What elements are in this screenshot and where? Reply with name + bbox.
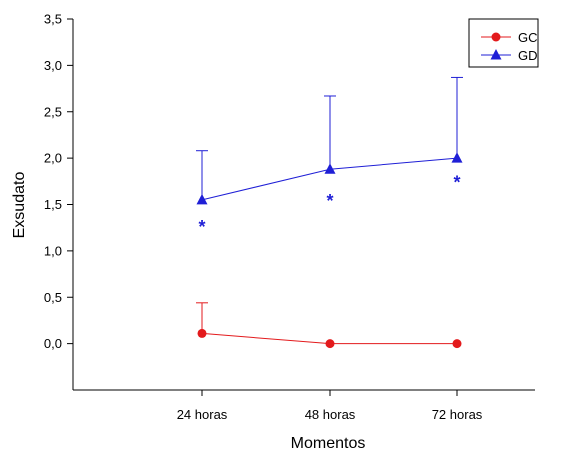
significance-star: * [453, 173, 460, 193]
x-ticks: 24 horas 48 horas 72 horas [177, 390, 483, 422]
y-tick-label: 1,5 [44, 197, 62, 212]
x-tick-label: 24 horas [177, 407, 228, 422]
x-tick-label: 48 horas [305, 407, 356, 422]
data-point-triangle [451, 152, 463, 163]
y-tick-label: 1,0 [44, 243, 62, 258]
legend-label: GD [518, 48, 538, 63]
series-layer [196, 76, 463, 349]
annotations: * * * [198, 173, 460, 238]
legend-label: GC [518, 30, 538, 45]
legend: GC GD [468, 18, 539, 68]
y-tick-label: 3,5 [44, 12, 62, 27]
significance-star: * [326, 191, 333, 211]
y-tick-label: 3,0 [44, 58, 62, 73]
series-gd [196, 76, 463, 205]
y-ticks: 0,0 0,5 1,0 1,5 2,0 2,5 3,0 3,5 [44, 12, 73, 351]
data-point-circle [452, 339, 462, 349]
series-gc [196, 302, 462, 349]
legend-entry-gc: GC [481, 30, 538, 45]
y-tick-label: 2,0 [44, 151, 62, 166]
legend-marker-triangle [490, 49, 502, 60]
data-point-triangle [324, 163, 336, 174]
y-tick-label: 0,0 [44, 336, 62, 351]
legend-box [468, 18, 539, 68]
significance-star: * [198, 217, 205, 237]
x-axis-title: Momentos [291, 435, 366, 452]
axes [72, 19, 535, 391]
y-tick-label: 2,5 [44, 104, 62, 119]
data-point-circle [197, 328, 207, 338]
y-tick-label: 0,5 [44, 290, 62, 305]
legend-marker-circle [491, 32, 501, 42]
data-point-circle [325, 339, 335, 349]
data-point-triangle [196, 193, 208, 205]
x-tick-label: 72 horas [432, 407, 483, 422]
y-axis-title: Exsudato [11, 172, 28, 239]
legend-entry-gd: GD [481, 48, 538, 63]
